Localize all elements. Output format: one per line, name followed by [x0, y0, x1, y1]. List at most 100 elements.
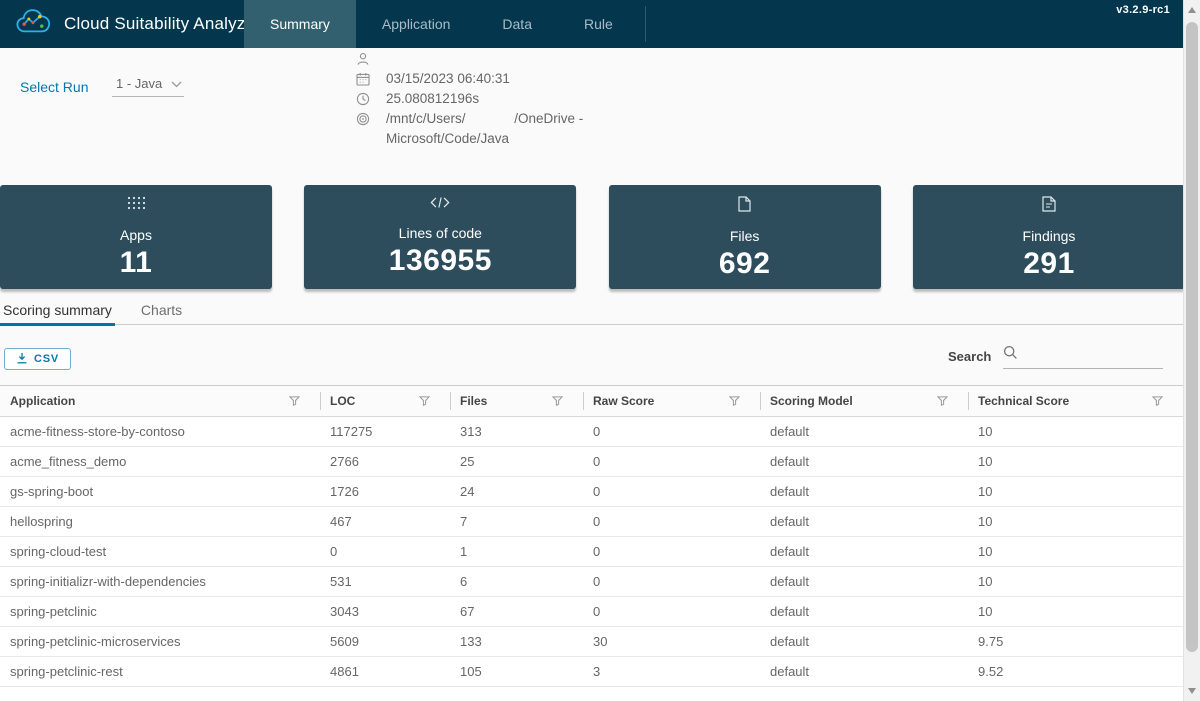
- cell-application: gs-spring-boot: [0, 476, 320, 507]
- table-row[interactable]: acme-fitness-store-by-contoso 117275 313…: [0, 416, 1183, 447]
- cell-files: 133: [450, 626, 583, 657]
- csv-button-label: CSV: [34, 353, 60, 365]
- stat-card-label: Apps: [120, 227, 152, 243]
- filter-icon[interactable]: [551, 395, 564, 409]
- table-body: acme-fitness-store-by-contoso 117275 313…: [0, 416, 1183, 687]
- table-row[interactable]: spring-cloud-test 0 1 0 default 10: [0, 536, 1183, 567]
- cell-files: 25: [450, 446, 583, 477]
- filter-icon[interactable]: [936, 395, 949, 409]
- table-row[interactable]: spring-petclinic-microservices 5609 133 …: [0, 626, 1183, 657]
- cell-raw-score: 0: [583, 506, 760, 537]
- cloud-logo-icon: [16, 8, 52, 40]
- scoring-table: Application LOC Files Raw Score Scoring …: [0, 386, 1183, 687]
- stat-card-label: Findings: [1022, 228, 1076, 244]
- cell-technical-score: 10: [968, 476, 1183, 507]
- cell-application: spring-cloud-test: [0, 536, 320, 567]
- table-row[interactable]: spring-petclinic-rest 4861 105 3 default…: [0, 656, 1183, 687]
- stat-card-value: 291: [1023, 247, 1075, 280]
- cell-files: 67: [450, 596, 583, 627]
- download-icon: [16, 352, 28, 367]
- column-header-technical-score[interactable]: Technical Score: [968, 386, 1183, 417]
- cell-technical-score: 10: [968, 596, 1183, 627]
- cell-technical-score: 9.75: [968, 626, 1183, 657]
- cell-loc: 117275: [320, 416, 450, 447]
- cell-technical-score: 10: [968, 416, 1183, 447]
- cell-technical-score: 9.52: [968, 656, 1183, 687]
- cell-files: 24: [450, 476, 583, 507]
- cell-loc: 3043: [320, 596, 450, 627]
- filter-icon[interactable]: [418, 395, 431, 409]
- search-input[interactable]: [1022, 350, 1163, 365]
- stat-card-lines-of-code: Lines of code 136955: [304, 185, 577, 289]
- scrollbar-thumb[interactable]: [1186, 22, 1198, 652]
- column-header-loc[interactable]: LOC: [320, 386, 450, 417]
- table-row[interactable]: gs-spring-boot 1726 24 0 default 10: [0, 476, 1183, 507]
- run-select-dropdown[interactable]: 1 - Java: [112, 76, 184, 97]
- table-row[interactable]: spring-initializr-with-dependencies 531 …: [0, 566, 1183, 597]
- apps-grid-icon: [127, 196, 146, 216]
- findings-file-icon: [1042, 196, 1056, 217]
- cell-files: 105: [450, 656, 583, 687]
- cell-raw-score: 0: [583, 416, 760, 447]
- cell-application: spring-petclinic: [0, 596, 320, 627]
- cell-raw-score: 0: [583, 566, 760, 597]
- column-header-files[interactable]: Files: [450, 386, 583, 417]
- cell-technical-score: 10: [968, 536, 1183, 567]
- cell-scoring-model: default: [760, 536, 968, 567]
- run-date: 03/15/2023 06:40:31: [386, 71, 510, 86]
- cell-raw-score: 0: [583, 476, 760, 507]
- search-label: Search: [948, 349, 992, 364]
- cell-loc: 531: [320, 566, 450, 597]
- cell-application: hellospring: [0, 506, 320, 537]
- column-header-application[interactable]: Application: [0, 386, 320, 417]
- column-header-scoring-model[interactable]: Scoring Model: [760, 386, 968, 417]
- main-nav: Summary Application Data Rule: [244, 0, 639, 48]
- code-icon: [430, 196, 450, 214]
- nav-tab-summary[interactable]: Summary: [244, 0, 356, 48]
- table-row[interactable]: spring-petclinic 3043 67 0 default 10: [0, 596, 1183, 627]
- nav-tab-data[interactable]: Data: [502, 16, 532, 32]
- cell-files: 313: [450, 416, 583, 447]
- table-header-row: Application LOC Files Raw Score Scoring …: [0, 386, 1183, 417]
- cell-raw-score: 0: [583, 536, 760, 567]
- nav-tab-rule[interactable]: Rule: [583, 16, 613, 32]
- cell-scoring-model: default: [760, 626, 968, 657]
- csv-export-button[interactable]: CSV: [4, 348, 72, 370]
- cell-files: 7: [450, 506, 583, 537]
- cell-scoring-model: default: [760, 476, 968, 507]
- cell-application: spring-petclinic-microservices: [0, 626, 320, 657]
- run-user: [386, 52, 583, 66]
- filter-icon[interactable]: [728, 395, 741, 409]
- filter-icon[interactable]: [1151, 395, 1164, 409]
- target-icon: [356, 111, 386, 126]
- user-icon: [356, 52, 386, 66]
- vertical-scrollbar[interactable]: [1183, 0, 1200, 701]
- cell-application: spring-initializr-with-dependencies: [0, 566, 320, 597]
- nav-tab-application[interactable]: Application: [381, 16, 451, 32]
- scoring-table-container: Application LOC Files Raw Score Scoring …: [0, 385, 1183, 701]
- search-box: [1003, 345, 1163, 369]
- cell-loc: 5609: [320, 626, 450, 657]
- stat-card-label: Lines of code: [398, 225, 482, 241]
- column-header-raw-score[interactable]: Raw Score: [583, 386, 760, 417]
- run-duration: 25.080812196s: [386, 91, 480, 106]
- cell-files: 6: [450, 566, 583, 597]
- stat-card-value: 11: [119, 246, 153, 279]
- table-row[interactable]: hellospring 467 7 0 default 10: [0, 506, 1183, 537]
- cell-technical-score: 10: [968, 506, 1183, 537]
- cell-scoring-model: default: [760, 566, 968, 597]
- cell-raw-score: 0: [583, 446, 760, 477]
- run-path-line2: Microsoft/Code/Java: [386, 131, 510, 146]
- scroll-down-arrow-icon[interactable]: [1188, 688, 1196, 694]
- cell-files: 1: [450, 536, 583, 567]
- table-row[interactable]: acme_fitness_demo 2766 25 0 default 10: [0, 446, 1183, 477]
- cell-scoring-model: default: [760, 446, 968, 477]
- tab-charts[interactable]: Charts: [140, 302, 183, 318]
- cell-raw-score: 0: [583, 596, 760, 627]
- cell-scoring-model: default: [760, 416, 968, 447]
- scroll-up-arrow-icon[interactable]: [1188, 7, 1196, 13]
- filter-icon[interactable]: [288, 395, 301, 409]
- nav-divider: [644, 6, 646, 42]
- cell-raw-score: 3: [583, 656, 760, 687]
- tab-scoring-summary[interactable]: Scoring summary: [0, 300, 115, 326]
